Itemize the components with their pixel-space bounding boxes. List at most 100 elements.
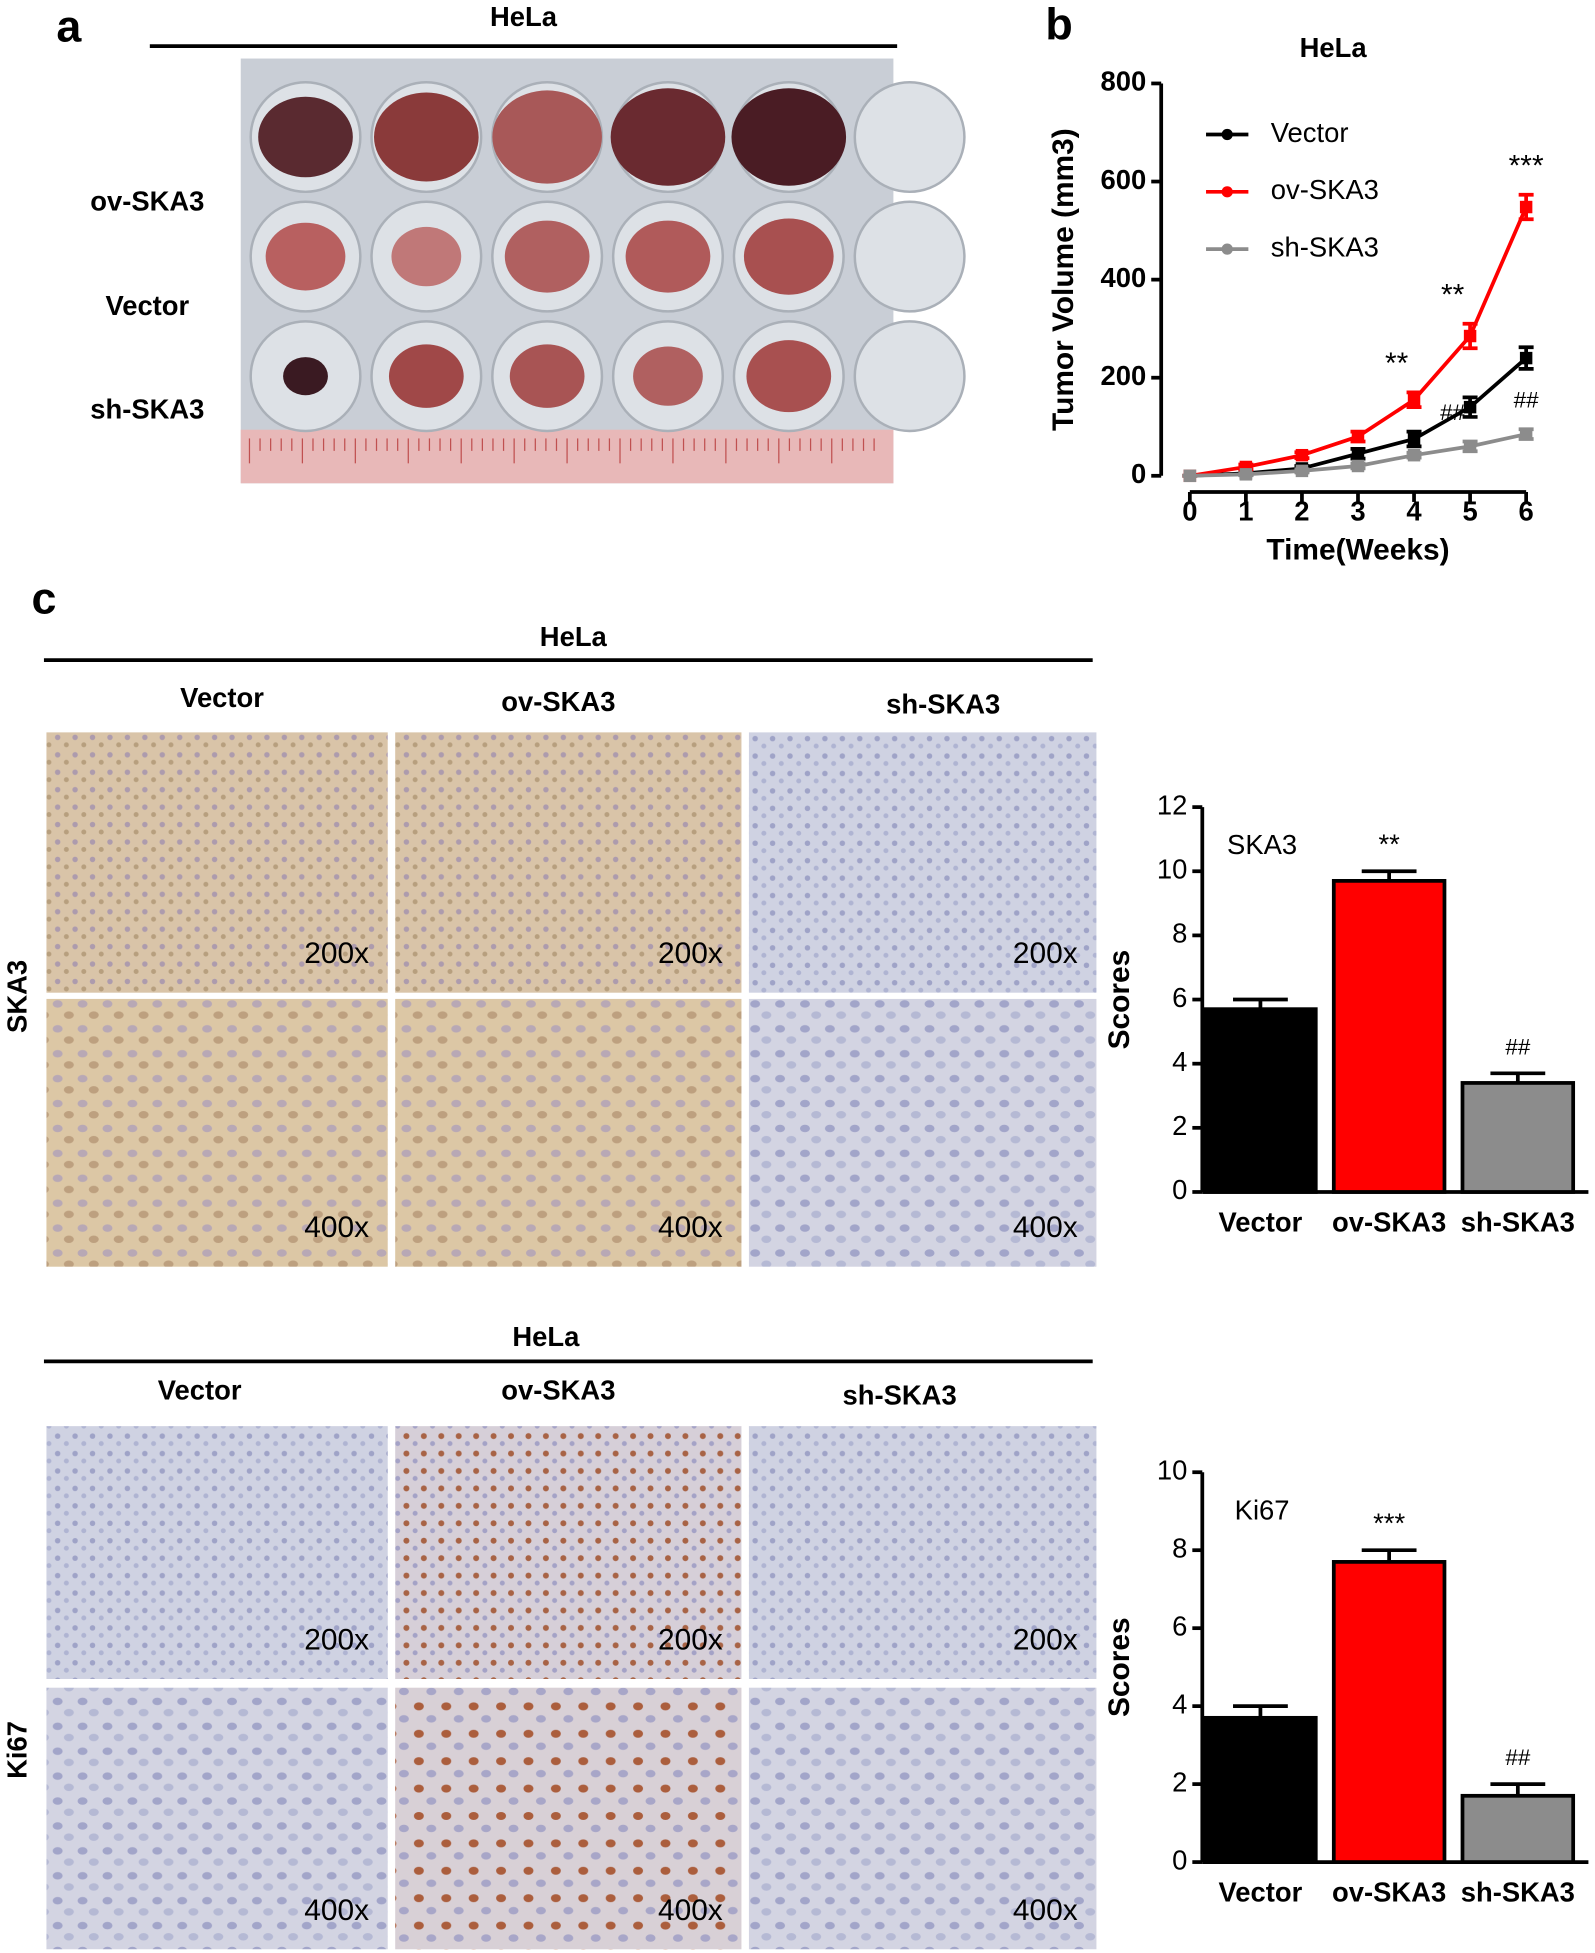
magnification-label: 400x	[658, 1894, 723, 1927]
tumor	[391, 226, 462, 287]
error-bar	[1361, 1548, 1417, 1562]
y-tick-label: 0	[1172, 1844, 1187, 1875]
y-tick-label: 10	[1157, 853, 1187, 884]
bar	[1460, 1081, 1576, 1194]
magnification-label: 200x	[1013, 937, 1078, 970]
tumor	[258, 96, 353, 178]
micrograph	[748, 732, 1097, 993]
micrograph	[748, 998, 1097, 1267]
bar	[1203, 1007, 1318, 1194]
marker	[1407, 393, 1421, 407]
y-tick-label: 8	[1172, 918, 1187, 949]
tumor	[746, 340, 832, 413]
y-tick-label: 6	[1172, 982, 1187, 1013]
significance-label: ***	[1373, 1508, 1405, 1539]
magnification-label: 200x	[304, 937, 369, 970]
micrograph	[395, 998, 742, 1267]
x-tick-label: ov-SKA3	[1332, 1877, 1446, 1908]
significance-label: ##	[1440, 400, 1465, 425]
column-label: ov-SKA3	[501, 1375, 615, 1406]
tumor	[610, 88, 726, 186]
stain-label: SKA3	[1, 960, 32, 1033]
block-title: HeLa	[512, 1321, 580, 1352]
tumor	[265, 222, 346, 291]
well	[853, 200, 966, 313]
marker	[1519, 427, 1533, 441]
x-tick-label: 1	[1238, 495, 1253, 526]
marker	[1519, 200, 1533, 214]
y-tick-label: 800	[1101, 66, 1147, 97]
x-tick-label: 2	[1294, 495, 1309, 526]
y-tick-label: 4	[1172, 1688, 1187, 1719]
row-label: sh-SKA3	[90, 393, 204, 424]
row-label: Vector	[105, 290, 189, 321]
column-label: ov-SKA3	[501, 686, 615, 717]
micrograph	[46, 732, 388, 993]
column-label: sh-SKA3	[886, 688, 1000, 719]
block-title: HeLa	[540, 621, 608, 652]
x-tick-label: sh-SKA3	[1461, 1207, 1575, 1238]
x-tick-label: 0	[1182, 495, 1197, 526]
significance-label: ***	[1509, 149, 1544, 182]
bar	[1331, 1560, 1447, 1864]
tumor	[625, 220, 711, 293]
tumor	[388, 344, 464, 408]
y-tick-label: 2	[1172, 1766, 1187, 1797]
y-tick-label: 2	[1172, 1110, 1187, 1141]
marker	[1407, 432, 1421, 446]
micrograph	[748, 1426, 1097, 1679]
marker	[1183, 469, 1197, 483]
magnification-label: 200x	[1013, 1624, 1078, 1657]
bar	[1460, 1793, 1576, 1864]
panel-title: HeLa	[490, 1, 558, 32]
significance-label: ##	[1514, 388, 1539, 413]
y-tick-label: 10	[1157, 1454, 1187, 1485]
tumor	[731, 88, 847, 186]
chart-title: HeLa	[1300, 32, 1368, 63]
chart-label: Ki67	[1235, 1494, 1290, 1525]
legend-marker	[1221, 243, 1233, 255]
marker	[1239, 468, 1253, 481]
micrograph	[46, 1426, 388, 1679]
magnification-label: 200x	[304, 1624, 369, 1657]
significance-label: **	[1441, 278, 1465, 311]
y-tick-label: 200	[1101, 360, 1147, 391]
legend-label: sh-SKA3	[1271, 231, 1379, 262]
y-tick-label: 6	[1172, 1610, 1187, 1641]
marker	[1519, 351, 1533, 365]
marker	[1351, 459, 1365, 473]
x-tick-label: 5	[1462, 495, 1477, 526]
x-tick-label: sh-SKA3	[1461, 1877, 1575, 1908]
magnification-label: 200x	[658, 937, 723, 970]
tumor-photo	[240, 58, 966, 484]
x-tick-label: Vector	[1219, 1207, 1303, 1238]
marker	[1351, 447, 1365, 460]
magnification-label: 400x	[304, 1211, 369, 1244]
column-label: Vector	[158, 1375, 242, 1406]
y-axis-label: Scores	[1103, 1617, 1136, 1717]
x-tick-label: ov-SKA3	[1332, 1207, 1446, 1238]
x-tick-label: Vector	[1219, 1877, 1303, 1908]
tumor	[492, 90, 602, 184]
micrograph	[395, 1687, 742, 1950]
significance-label: **	[1378, 829, 1400, 860]
column-label: Vector	[180, 682, 264, 713]
tumor	[504, 220, 590, 293]
x-axis-label: Time(Weeks)	[1266, 534, 1449, 567]
stain-label: Ki67	[1, 1721, 32, 1779]
legend-marker	[1221, 128, 1233, 141]
x-tick-label: 3	[1350, 495, 1365, 526]
tumor	[283, 357, 328, 396]
micrograph	[46, 998, 388, 1267]
x-tick-label: 4	[1406, 495, 1422, 526]
chart-label: SKA3	[1227, 829, 1297, 860]
legend-label: ov-SKA3	[1271, 174, 1379, 205]
significance-label: **	[1385, 347, 1409, 380]
legend-label: Vector	[1271, 117, 1349, 148]
y-tick-label: 600	[1101, 164, 1147, 195]
well	[853, 80, 966, 194]
marker	[1463, 400, 1477, 414]
magnification-label: 400x	[1013, 1894, 1078, 1927]
y-tick-label: 400	[1101, 262, 1147, 293]
